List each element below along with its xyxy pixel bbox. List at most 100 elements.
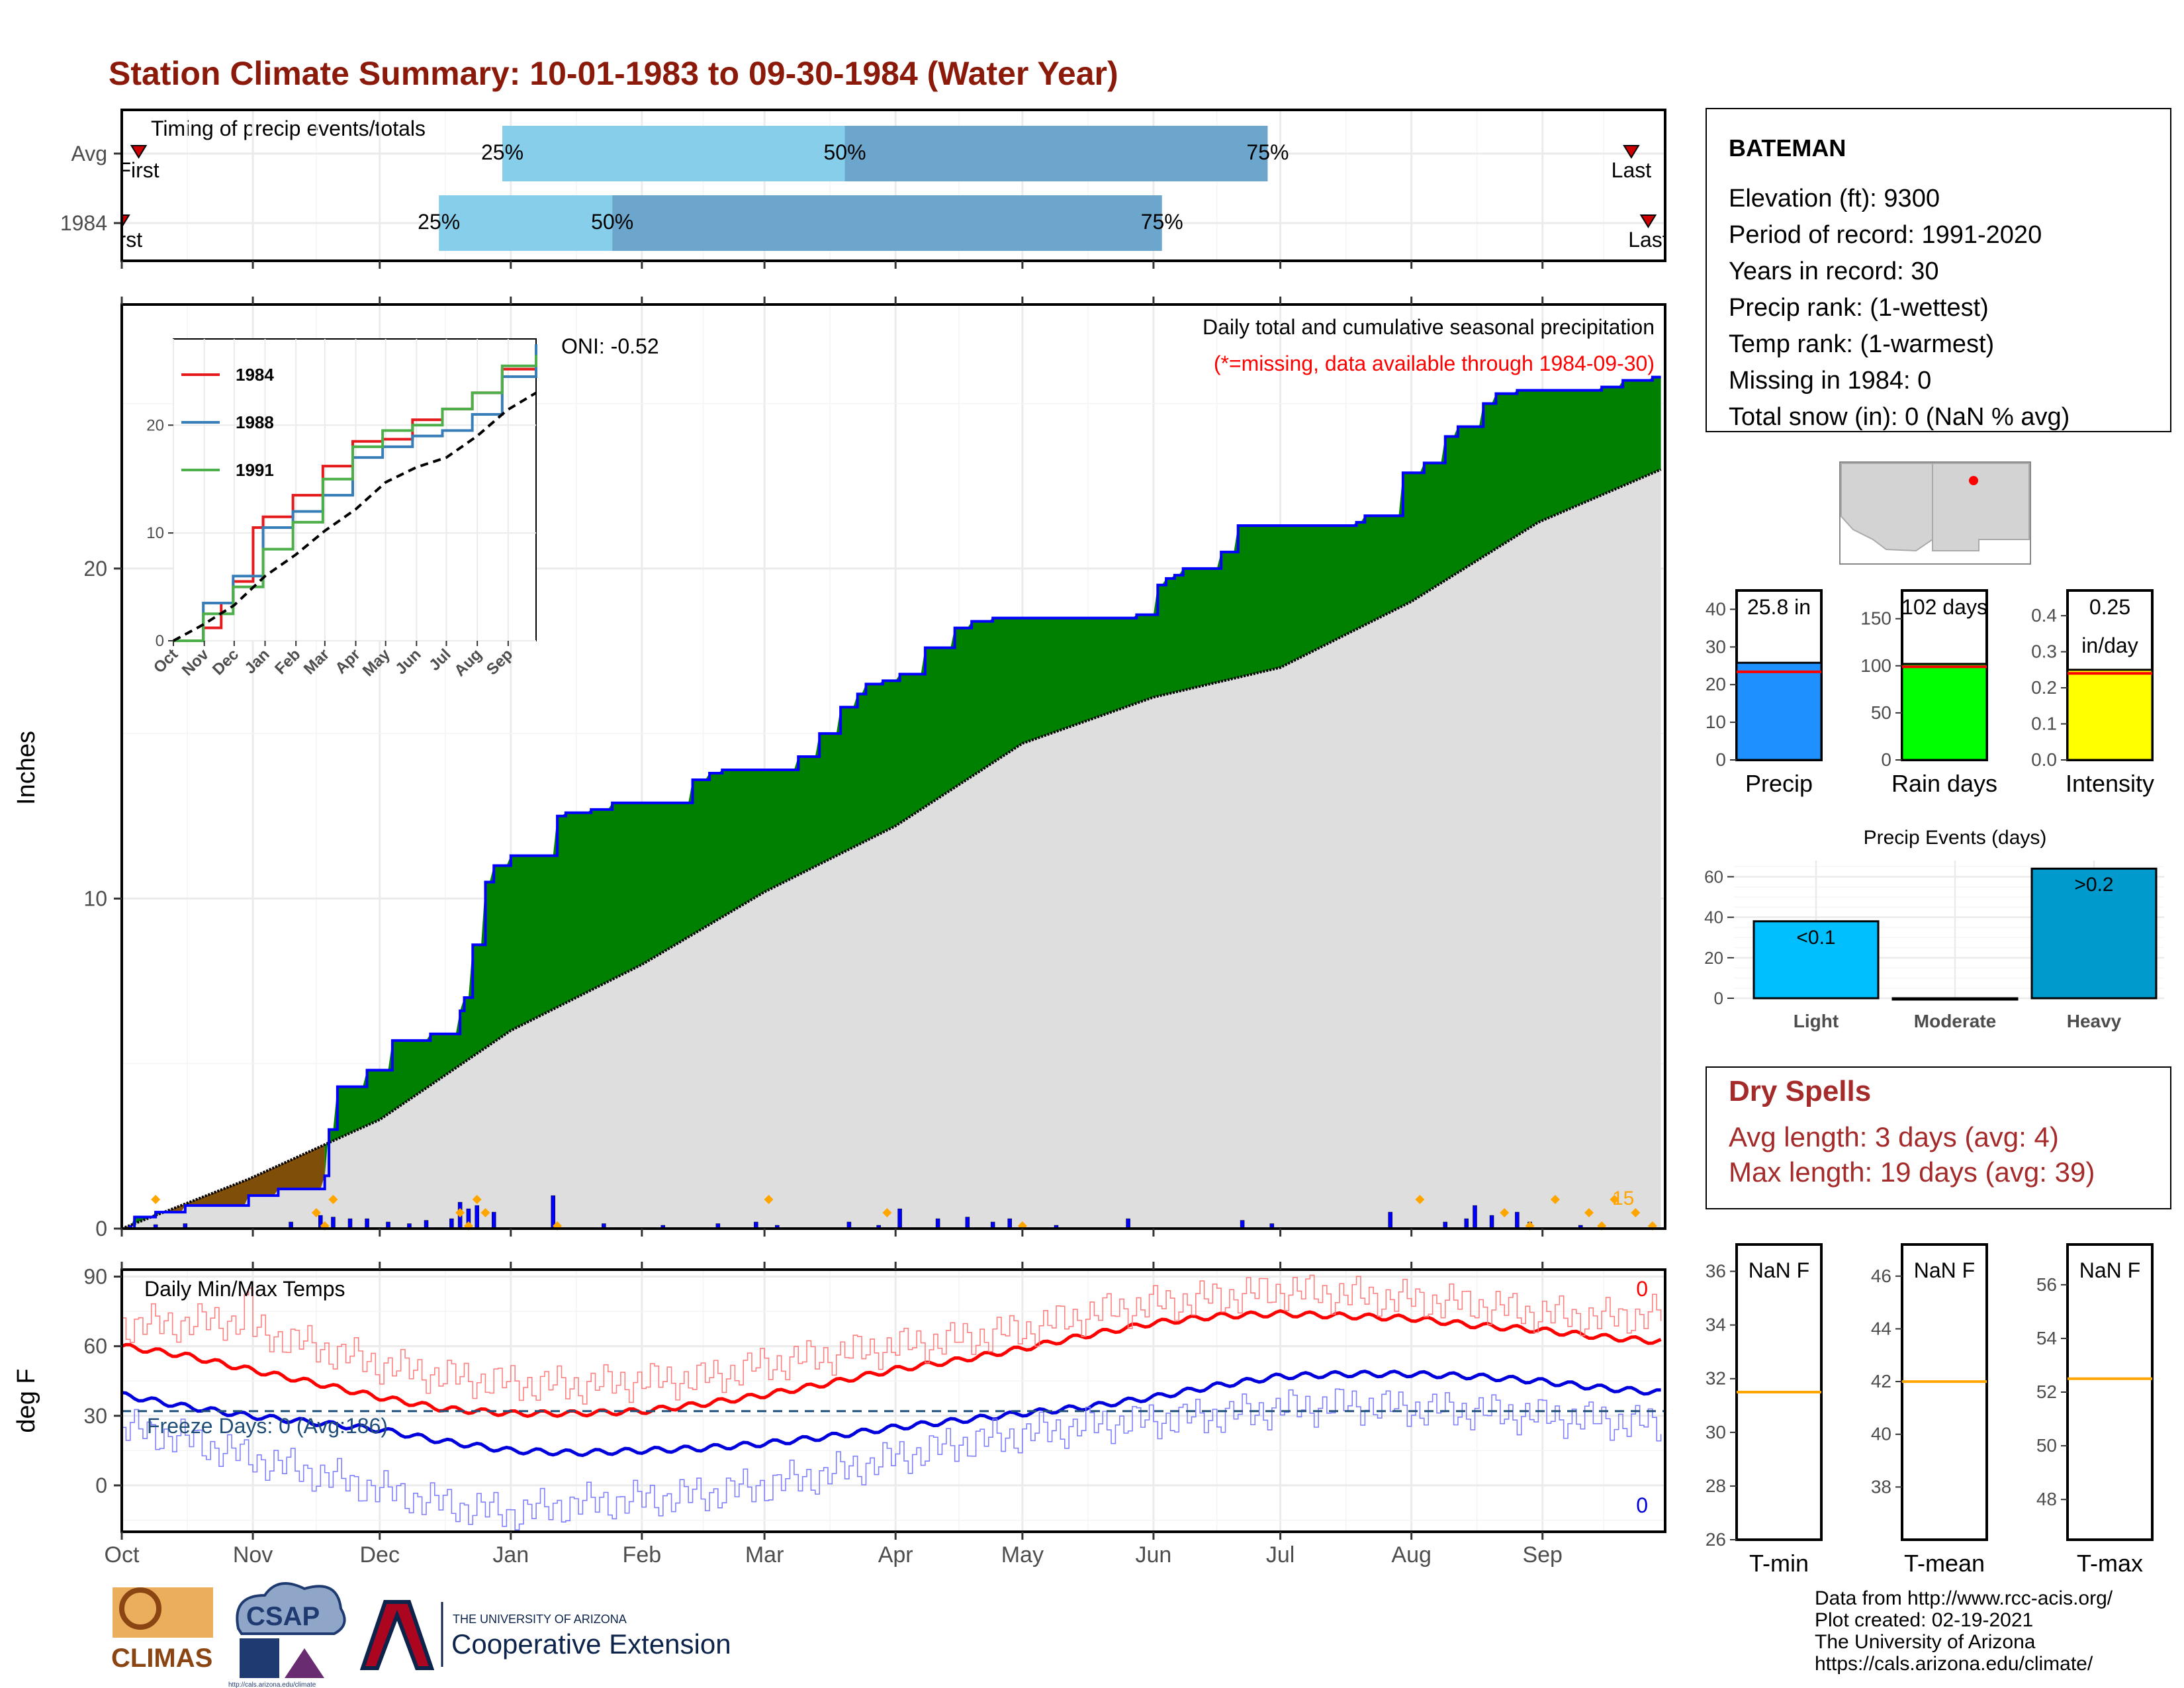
- inset-ytick-label: 10: [146, 524, 164, 542]
- summary-bar-ytick-label: 50: [1871, 702, 1891, 723]
- summary-bar-value-label: 102 days: [1901, 595, 1987, 619]
- temp-summary-frame: [1901, 1243, 1988, 1541]
- inset-grid: [173, 339, 536, 641]
- timing-panel-label: Timing of precip events/totals: [151, 117, 426, 140]
- summary-bar-ytick-label: 40: [1706, 598, 1726, 619]
- daily-precip-bar: [965, 1217, 970, 1229]
- events-bar-light: [1752, 920, 1880, 1000]
- summary-bar-ytick-label: 100: [1860, 655, 1891, 676]
- timing-row-label: 1984: [60, 211, 107, 235]
- month-label: Aug: [1391, 1542, 1432, 1568]
- temp-summary-ytick-label: 32: [1706, 1368, 1726, 1389]
- month-label: Apr: [878, 1542, 913, 1568]
- daily-precip-bar: [1515, 1211, 1520, 1229]
- month-label: Feb: [623, 1542, 662, 1568]
- month-label: Dec: [359, 1542, 399, 1568]
- precip-areas: [121, 375, 1662, 1230]
- events-ytick-label: 0: [1714, 988, 1723, 1008]
- temp-line-normal-tmax: [121, 1309, 1662, 1419]
- month-label: Mar: [745, 1542, 784, 1568]
- temperature-summary-charts: NaN F 26 28 30 32 34 36 T-min NaN F 38 40 42 44 46 T-m…: [1706, 1243, 2154, 1577]
- inset-legend: 1984 1988 1991: [181, 365, 274, 480]
- temp-summary-ytick-label: 36: [1706, 1261, 1726, 1282]
- normal-cumulative-line: [121, 468, 1662, 1230]
- month-axis-labels: Oct Nov Dec Jan Feb Mar Apr May Jun Jul Aug Sep: [105, 1542, 1563, 1568]
- precip-y-axis: 0 10 20: [83, 297, 1544, 1241]
- summary-bar-ytick-label: 0.1: [2031, 714, 2057, 734]
- station-name: BATEMAN: [1729, 134, 1846, 162]
- daily-precip-bar: [1126, 1218, 1130, 1229]
- summary-bar-ytick-label: 30: [1706, 636, 1726, 657]
- timing-bar-q25-q50: [439, 195, 613, 251]
- summary-bar-title: Intensity: [2066, 770, 2154, 797]
- temp-ytick-label: 90: [83, 1265, 107, 1289]
- temp-title: Daily Min/Max Temps: [144, 1277, 345, 1301]
- station-info-box: BATEMAN Elevation (ft): 9300 Period of re…: [1706, 108, 2171, 432]
- csap-cloud-icon: [236, 1582, 346, 1635]
- temp-summary-ytick-label: 48: [2036, 1489, 2057, 1509]
- observed-cumulative-line: [122, 375, 1661, 1230]
- temp-summary-value-label: NaN F: [1914, 1258, 1975, 1282]
- timing-last-label: Last: [1612, 158, 1652, 182]
- events-ytick-label: 20: [1704, 948, 1723, 968]
- dry-spells-frame: [1706, 1066, 2171, 1209]
- timing-q25-label: 25%: [418, 210, 460, 234]
- timing-q50-label: 50%: [591, 210, 633, 234]
- daily-precip-bar: [551, 1195, 555, 1229]
- tmax-count: 0: [1636, 1277, 1648, 1301]
- temp-summary-title: T-mean: [1904, 1550, 1985, 1577]
- state-map: [1839, 461, 2031, 565]
- summary-bar-ytick-label: 0.3: [2031, 641, 2057, 662]
- daily-precip-bar: [1473, 1205, 1477, 1229]
- daily-precip-bar: [347, 1218, 353, 1229]
- timing-bar-q25-q50: [502, 126, 845, 181]
- summary-bar-ytick-label: 150: [1860, 608, 1891, 629]
- summary-bar-ytick-label: 0.0: [2031, 749, 2057, 770]
- inset-frame: [173, 338, 537, 641]
- summary-bar-title: Rain days: [1891, 770, 1997, 797]
- station-info-line: Elevation (ft): 9300: [1729, 185, 1940, 212]
- temp-summary-ytick-label: 40: [1871, 1424, 1891, 1444]
- temp-summary-title: T-max: [2077, 1550, 2143, 1577]
- onset-marker: [1415, 1195, 1425, 1204]
- temp-y-axis: 0 30 60 90: [83, 1262, 1544, 1540]
- timing-bar-q50-q75: [612, 195, 1162, 251]
- onset-marker: [764, 1195, 774, 1204]
- summary-bar-ytick-label: 0: [1881, 749, 1891, 770]
- climas-logo-text: CLIMAS: [111, 1644, 212, 1673]
- summary-bar-charts: 25.8 in 0 10 20 30 40 Precip 102 days 0 50 100 150 R…: [1706, 589, 2154, 797]
- temp-grid: [120, 1270, 1665, 1532]
- onset-marker: [1631, 1208, 1641, 1217]
- csap-bars-icon: [240, 1638, 279, 1678]
- month-label: Nov: [233, 1542, 273, 1568]
- temp-summary-ytick-label: 46: [1871, 1266, 1891, 1286]
- temp-line-1984-tmin: [122, 1388, 1662, 1531]
- summary-bar-title: Precip: [1745, 770, 1813, 797]
- dry-spells-title: Dry Spells: [1729, 1075, 1871, 1107]
- events-category-label: Heavy: [2067, 1011, 2122, 1031]
- inset-legend-label: 1988: [236, 412, 274, 432]
- station-info-line: Precip rank: (1-wettest): [1729, 294, 1989, 322]
- normal-cumulative-area: [122, 469, 1661, 1229]
- timing-q50-label: 50%: [824, 140, 866, 164]
- onset-marker: [328, 1195, 338, 1204]
- temp-summary-ytick-label: 38: [1871, 1476, 1891, 1497]
- precip-title: Daily total and cumulative seasonal prec…: [1203, 315, 1655, 339]
- temp-panel-bg: [122, 1270, 1665, 1532]
- station-info-line: Period of record: 1991-2020: [1729, 221, 2042, 249]
- tmin-count: 0: [1636, 1493, 1648, 1517]
- timing-q75-label: 75%: [1246, 140, 1289, 164]
- daily-precip-bar: [1464, 1218, 1469, 1229]
- ua-logo-top: THE UNIVERSITY OF ARIZONA: [453, 1613, 627, 1626]
- summary-bar-value-label: 0.25: [2089, 595, 2130, 619]
- daily-precip-bar: [1489, 1215, 1494, 1229]
- onset-marker: [882, 1208, 892, 1217]
- precip-panel-frame: [120, 303, 1666, 1230]
- inset-legend-label: 1984: [236, 365, 274, 385]
- temperature-panel: 0 30 60 90 Daily Min/Max Temps Freeze Days:…: [13, 1262, 1666, 1540]
- temp-summary-ytick-label: 34: [1706, 1315, 1726, 1335]
- temp-summary-ytick-label: 56: [2036, 1274, 2057, 1295]
- footer: Data from http://www.rcc-acis.org/Plot c…: [111, 1582, 2113, 1688]
- precip-below-normal-area: [163, 1145, 325, 1213]
- onset-marker: [1610, 1195, 1619, 1204]
